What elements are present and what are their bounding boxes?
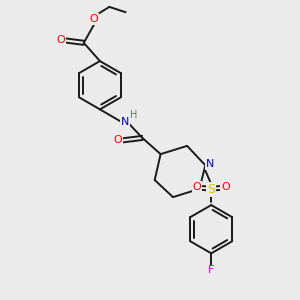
- Text: O: O: [90, 14, 98, 24]
- Text: N: N: [206, 159, 214, 169]
- Text: O: O: [113, 135, 122, 145]
- Text: S: S: [207, 183, 215, 196]
- Text: N: N: [121, 117, 129, 127]
- Text: O: O: [193, 182, 202, 192]
- Text: H: H: [130, 110, 137, 120]
- Text: F: F: [208, 266, 214, 275]
- Text: O: O: [56, 35, 65, 46]
- Text: O: O: [221, 182, 230, 192]
